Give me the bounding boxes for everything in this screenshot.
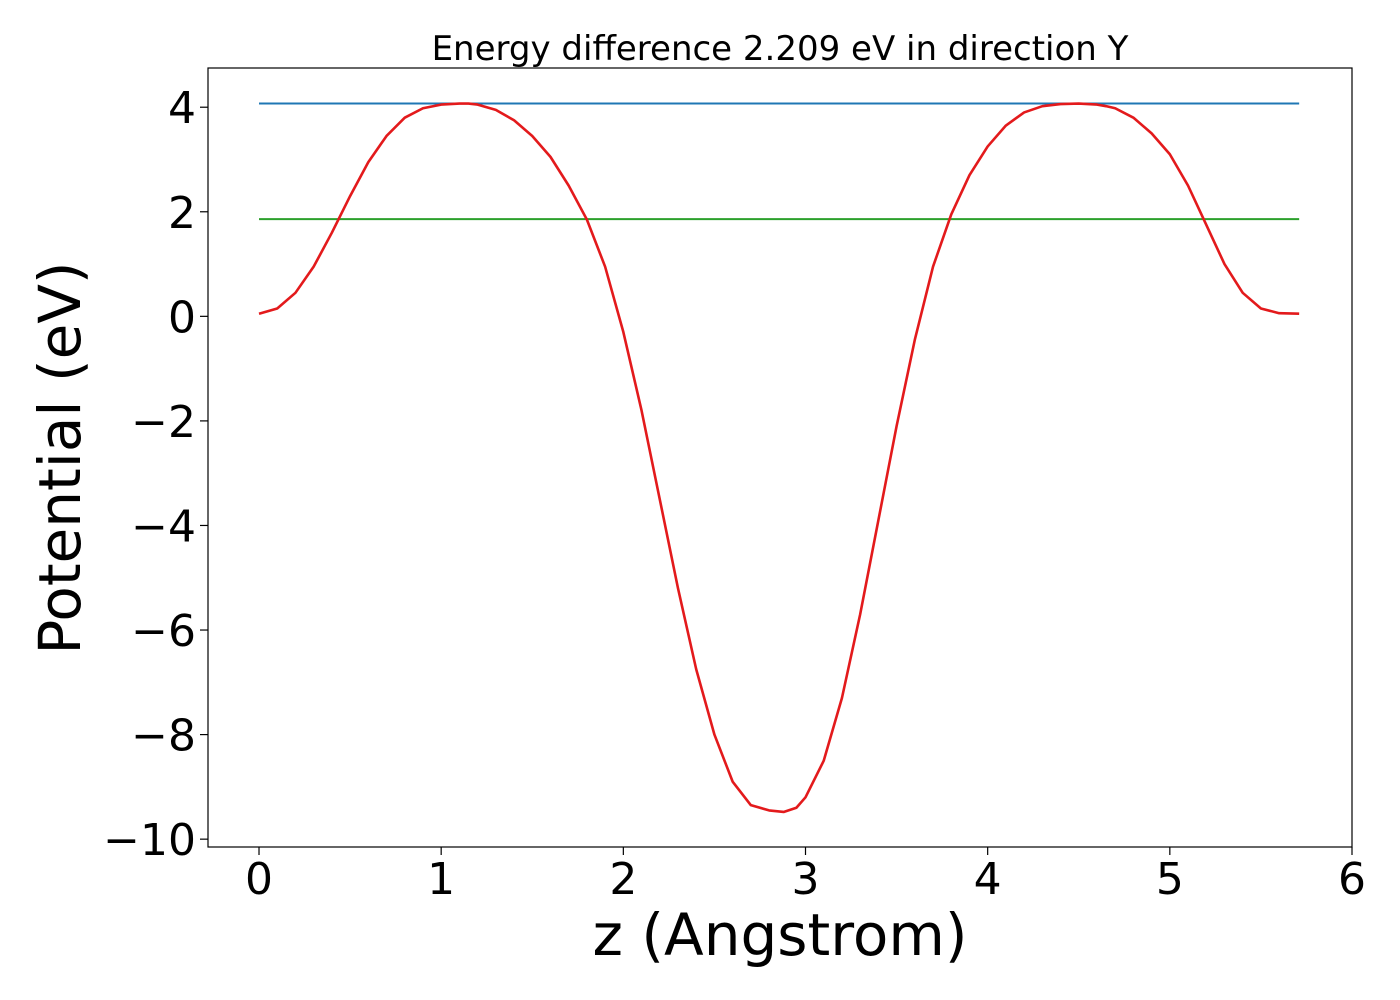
x-tick-label: 5	[1156, 854, 1184, 905]
x-tick-label: 3	[792, 854, 820, 905]
x-tick-label: 4	[974, 854, 1002, 905]
y-tick-label: −10	[103, 815, 196, 866]
y-tick-label: 2	[168, 188, 196, 239]
y-tick-label: 4	[168, 83, 196, 134]
y-tick-label: −6	[131, 606, 196, 657]
plot-area: 0 1 2 3 4 5 6 4 2 0 −2 −4 −6 −8 −10	[103, 67, 1366, 905]
x-tick-label: 2	[609, 854, 637, 905]
plot-frame	[207, 67, 1353, 848]
x-tick-label: 6	[1338, 854, 1366, 905]
y-tick-label: −4	[131, 501, 196, 552]
y-tick-label: 0	[168, 292, 196, 343]
y-axis-title: Potential (eV)	[26, 261, 94, 654]
y-tick-label: −8	[131, 711, 196, 762]
x-axis-title: z (Angstrom)	[593, 901, 968, 969]
x-tick-label: 1	[427, 854, 455, 905]
series-line-3	[258, 102, 1300, 814]
x-tick-label: 0	[245, 854, 273, 905]
chart-title: Energy difference 2.209 eV in direction …	[432, 29, 1129, 69]
y-tick-label: −2	[131, 397, 196, 448]
